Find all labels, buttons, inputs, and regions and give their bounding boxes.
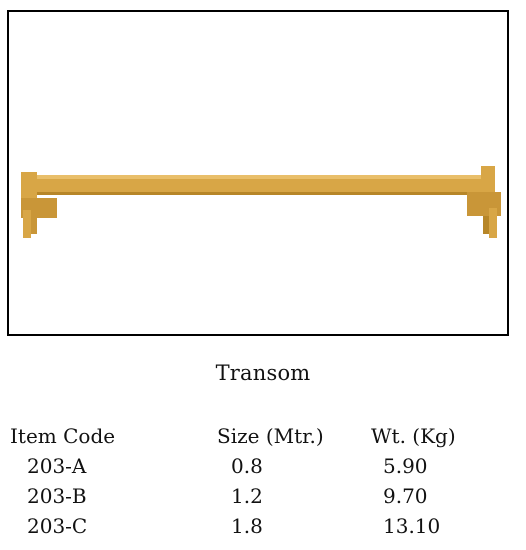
header-size: Size (Mtr.) (217, 424, 324, 448)
cell-item-code: 203-B (27, 484, 87, 508)
cell-weight: 9.70 (383, 484, 428, 508)
right-end-cap (481, 166, 495, 198)
cell-weight: 13.10 (383, 514, 441, 538)
left-hook-inner (31, 218, 37, 234)
product-caption: Transom (215, 361, 311, 385)
spec-table: Item Code Size (Mtr.) Wt. (Kg) 203-A 0.8… (10, 421, 513, 541)
cell-size: 1.8 (231, 514, 263, 538)
table-row: 203-B 1.2 9.70 (10, 481, 513, 511)
right-hook (489, 208, 497, 238)
beam-shadow (33, 192, 483, 195)
cell-item-code: 203-C (27, 514, 88, 538)
table-row: 203-C 1.8 13.10 (10, 511, 513, 541)
table-header-row: Item Code Size (Mtr.) Wt. (Kg) (10, 421, 513, 451)
cell-size: 0.8 (231, 454, 263, 478)
beam-highlight (33, 175, 483, 179)
left-end-cap (21, 172, 37, 198)
table-row: 203-A 0.8 5.90 (10, 451, 513, 481)
right-hook-inner (483, 216, 489, 234)
transom-beam-image (21, 166, 501, 238)
header-item-code: Item Code (10, 424, 116, 448)
header-weight: Wt. (Kg) (371, 424, 456, 448)
cell-size: 1.2 (231, 484, 263, 508)
cell-item-code: 203-A (27, 454, 87, 478)
left-hook (23, 210, 31, 238)
cell-weight: 5.90 (383, 454, 428, 478)
product-photo-frame (7, 10, 509, 336)
transom-beam (33, 175, 483, 195)
